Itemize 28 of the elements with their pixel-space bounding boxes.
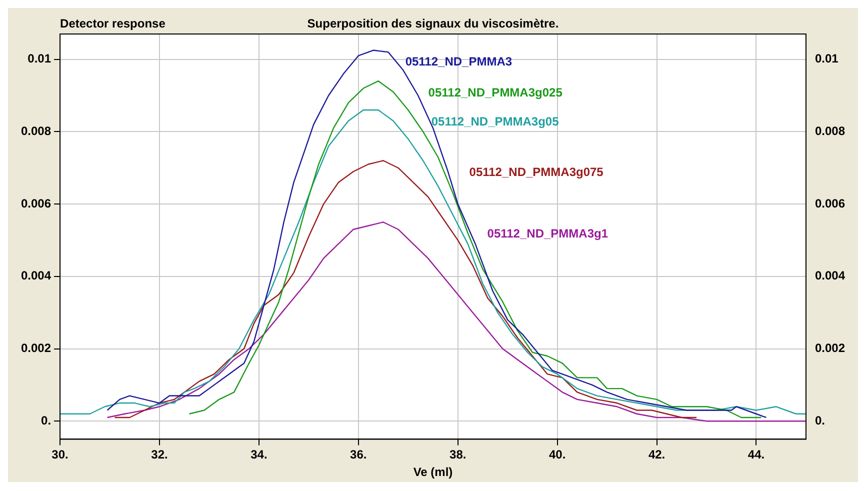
- x-tick-label: 30.: [52, 448, 68, 462]
- y-tick-label: 0.004: [21, 268, 52, 283]
- y-tick-label: 0.002: [21, 341, 52, 356]
- chart-title: Superposition des signaux du viscosimètre.: [307, 16, 559, 30]
- text: 05112_ND_PMMA3g05: [431, 114, 560, 128]
- y2-tick-label: 0.002: [814, 341, 846, 356]
- y2-tick-label: 0.01: [814, 52, 839, 66]
- x-tick-label: 32.: [151, 448, 168, 462]
- x-tick-label: 44.: [748, 448, 765, 462]
- y2-tick-label: 0.008: [814, 124, 846, 138]
- text: 05112_ND_PMMA3g075: [469, 164, 604, 179]
- x-axis-title: Ve (ml): [413, 465, 453, 480]
- x-tick-label: 40.: [548, 448, 566, 462]
- y-tick-label: 0.01: [28, 52, 52, 66]
- y2-tick-label: 0.: [814, 413, 825, 428]
- x-tick-label: 38.: [450, 448, 466, 462]
- y-tick-label: 0.: [41, 413, 52, 428]
- y-tick-label: 0.006: [21, 196, 52, 210]
- x-tick-label: 34.: [250, 448, 268, 462]
- y2-tick-label: 0.004: [814, 268, 846, 283]
- series-label: 05112_ND_PMMA3: [405, 54, 512, 69]
- y-axis-title: Detector response: [60, 16, 166, 30]
- text: 05112_ND_PMMA3g1: [487, 226, 608, 240]
- x-tick-label: 36.: [350, 448, 367, 462]
- y-tick-label: 0.008: [21, 124, 52, 138]
- series-label: 05112_ND_PMMA3g025: [428, 85, 563, 100]
- y2-tick-label: 0.006: [814, 196, 846, 210]
- x-tick-label: 42.: [648, 448, 666, 462]
